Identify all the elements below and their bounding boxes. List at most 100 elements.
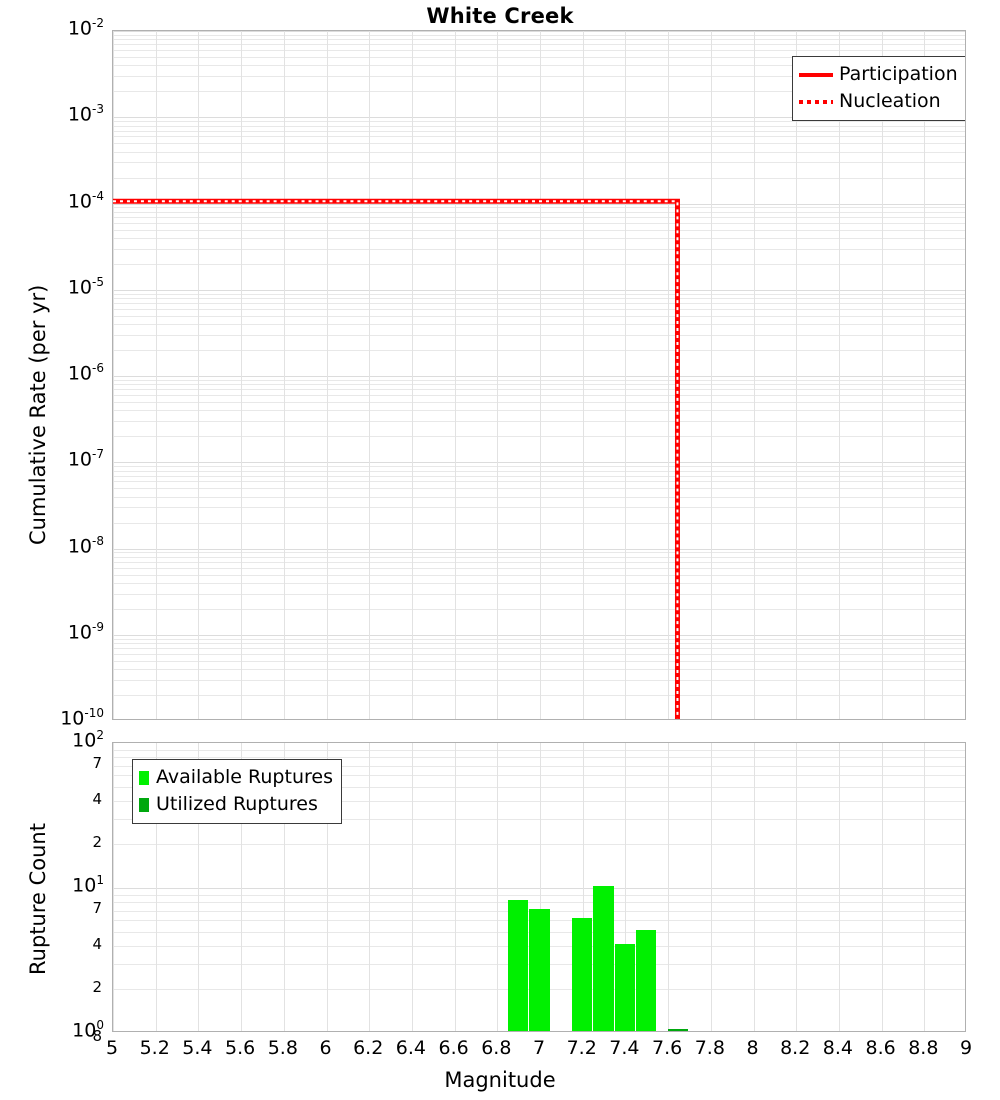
gridline-vertical bbox=[497, 743, 499, 1031]
available-rupture-bar bbox=[572, 918, 593, 1031]
gridline-horizontal bbox=[113, 308, 965, 310]
nucleation-curve bbox=[113, 200, 679, 719]
mfd-curve bbox=[113, 198, 680, 719]
rupture-count-plot: Available Ruptures Utilized Ruptures bbox=[112, 742, 966, 1032]
gridline-horizontal bbox=[113, 44, 965, 46]
x-tick-label: 7.2 bbox=[566, 1037, 597, 1059]
y-tick-label: 101 bbox=[72, 873, 104, 897]
x-tick-label: 6.6 bbox=[438, 1037, 469, 1059]
legend-bottom: Available Ruptures Utilized Ruptures bbox=[132, 759, 342, 824]
legend-top: Participation Nucleation bbox=[792, 56, 965, 121]
y-tick-label: 10-5 bbox=[67, 274, 104, 299]
gridline-horizontal bbox=[113, 466, 965, 468]
legend-label-utilized: Utilized Ruptures bbox=[156, 793, 318, 815]
gridline-vertical bbox=[454, 31, 456, 719]
gridline-vertical bbox=[796, 31, 798, 719]
solid-line-icon bbox=[799, 67, 833, 83]
gridline-vertical bbox=[283, 31, 285, 719]
gridline-vertical bbox=[369, 31, 371, 719]
gridline-horizontal bbox=[113, 765, 965, 767]
gridline-horizontal bbox=[113, 894, 965, 896]
gridline-horizontal bbox=[113, 648, 965, 650]
gridline-horizontal bbox=[113, 384, 965, 386]
page-title: White Creek bbox=[426, 4, 574, 28]
gridline-horizontal bbox=[113, 34, 965, 36]
gridline-vertical bbox=[411, 743, 413, 1031]
x-tick-label: 5.6 bbox=[224, 1037, 256, 1059]
x-tick-label: 6.8 bbox=[481, 1037, 512, 1059]
y-tick-label: 10-7 bbox=[67, 447, 104, 471]
gridline-horizontal bbox=[113, 653, 965, 655]
gridline-horizontal bbox=[113, 608, 965, 610]
gridline-horizontal bbox=[113, 786, 965, 788]
gridline-vertical bbox=[241, 31, 243, 719]
gridline-horizontal bbox=[113, 749, 965, 751]
legend-item-nucleation[interactable]: Nucleation bbox=[799, 88, 958, 115]
x-tick-label: 7.8 bbox=[694, 1037, 725, 1059]
gridline-horizontal bbox=[113, 389, 965, 391]
gridline-vertical bbox=[198, 31, 200, 719]
y-axis-label-top: Cumulative Rate (per yr) bbox=[26, 284, 50, 545]
gridline-vertical bbox=[881, 743, 883, 1031]
gridline-horizontal bbox=[113, 462, 965, 464]
gridline-horizontal bbox=[113, 421, 965, 423]
available-rupture-bar bbox=[529, 908, 550, 1031]
y-tick-label-minor: 2 bbox=[92, 978, 102, 997]
gridline-horizontal bbox=[113, 556, 965, 558]
gridline-vertical bbox=[113, 31, 114, 719]
gridline-horizontal bbox=[113, 488, 965, 490]
x-tick-label: 5 bbox=[105, 1037, 119, 1059]
x-tick-label: 7.6 bbox=[651, 1037, 683, 1059]
gridline-horizontal bbox=[113, 248, 965, 250]
gridline-horizontal bbox=[113, 695, 965, 696]
gridline-horizontal bbox=[113, 818, 965, 820]
x-tick-label: 8.8 bbox=[908, 1037, 939, 1059]
x-tick-label: 7 bbox=[532, 1037, 546, 1059]
x-tick-label: 8.2 bbox=[780, 1037, 811, 1059]
gridline-horizontal bbox=[113, 324, 965, 326]
x-tick-label: 6.4 bbox=[395, 1037, 426, 1059]
gridline-horizontal bbox=[113, 91, 965, 93]
gridline-horizontal bbox=[113, 496, 965, 498]
legend-item-available[interactable]: Available Ruptures bbox=[139, 764, 333, 791]
gridline-vertical bbox=[540, 743, 541, 1031]
gridline-horizontal bbox=[113, 39, 965, 41]
legend-item-participation[interactable]: Participation bbox=[799, 61, 958, 88]
gridline-vertical bbox=[924, 31, 926, 719]
gridline-horizontal bbox=[113, 561, 965, 563]
y-tick-label: 10-4 bbox=[67, 188, 104, 212]
gridline-vertical bbox=[582, 743, 584, 1031]
x-tick-label: 6.2 bbox=[353, 1037, 384, 1059]
gridline-horizontal bbox=[113, 136, 965, 138]
gridline-vertical bbox=[753, 743, 755, 1031]
gridline-vertical bbox=[241, 743, 243, 1031]
y-tick-label: 100 bbox=[72, 1018, 104, 1042]
gridline-horizontal bbox=[113, 638, 965, 640]
gridline-horizontal bbox=[113, 574, 965, 576]
gridline-horizontal bbox=[113, 507, 965, 509]
y-tick-label-minor: 8 bbox=[92, 1027, 102, 1045]
gridline-horizontal bbox=[113, 410, 965, 412]
gridline-horizontal bbox=[113, 402, 965, 403]
gridline-horizontal bbox=[113, 229, 965, 231]
gridline-horizontal bbox=[113, 216, 965, 218]
utilized-swatch-icon bbox=[139, 797, 151, 813]
gridline-horizontal bbox=[113, 203, 965, 205]
participation-rate-plot: Participation Nucleation bbox=[112, 30, 966, 720]
dotted-line-icon bbox=[799, 94, 833, 110]
gridline-vertical bbox=[454, 743, 456, 1031]
y-tick-label-minor: 4 bbox=[92, 789, 102, 808]
available-rupture-bar bbox=[636, 929, 657, 1031]
gridline-horizontal bbox=[113, 50, 965, 52]
gridline-horizontal bbox=[113, 334, 965, 336]
gridline-vertical bbox=[796, 743, 798, 1031]
gridline-vertical bbox=[710, 743, 712, 1031]
gridline-horizontal bbox=[113, 57, 965, 58]
gridline-horizontal bbox=[113, 593, 965, 595]
legend-label-nucleation: Nucleation bbox=[839, 90, 941, 112]
gridline-horizontal bbox=[113, 315, 965, 317]
gridline-horizontal bbox=[113, 888, 965, 889]
legend-item-utilized[interactable]: Utilized Ruptures bbox=[139, 791, 333, 818]
gridline-horizontal bbox=[113, 470, 965, 472]
y-tick-label: 10-8 bbox=[67, 533, 104, 557]
